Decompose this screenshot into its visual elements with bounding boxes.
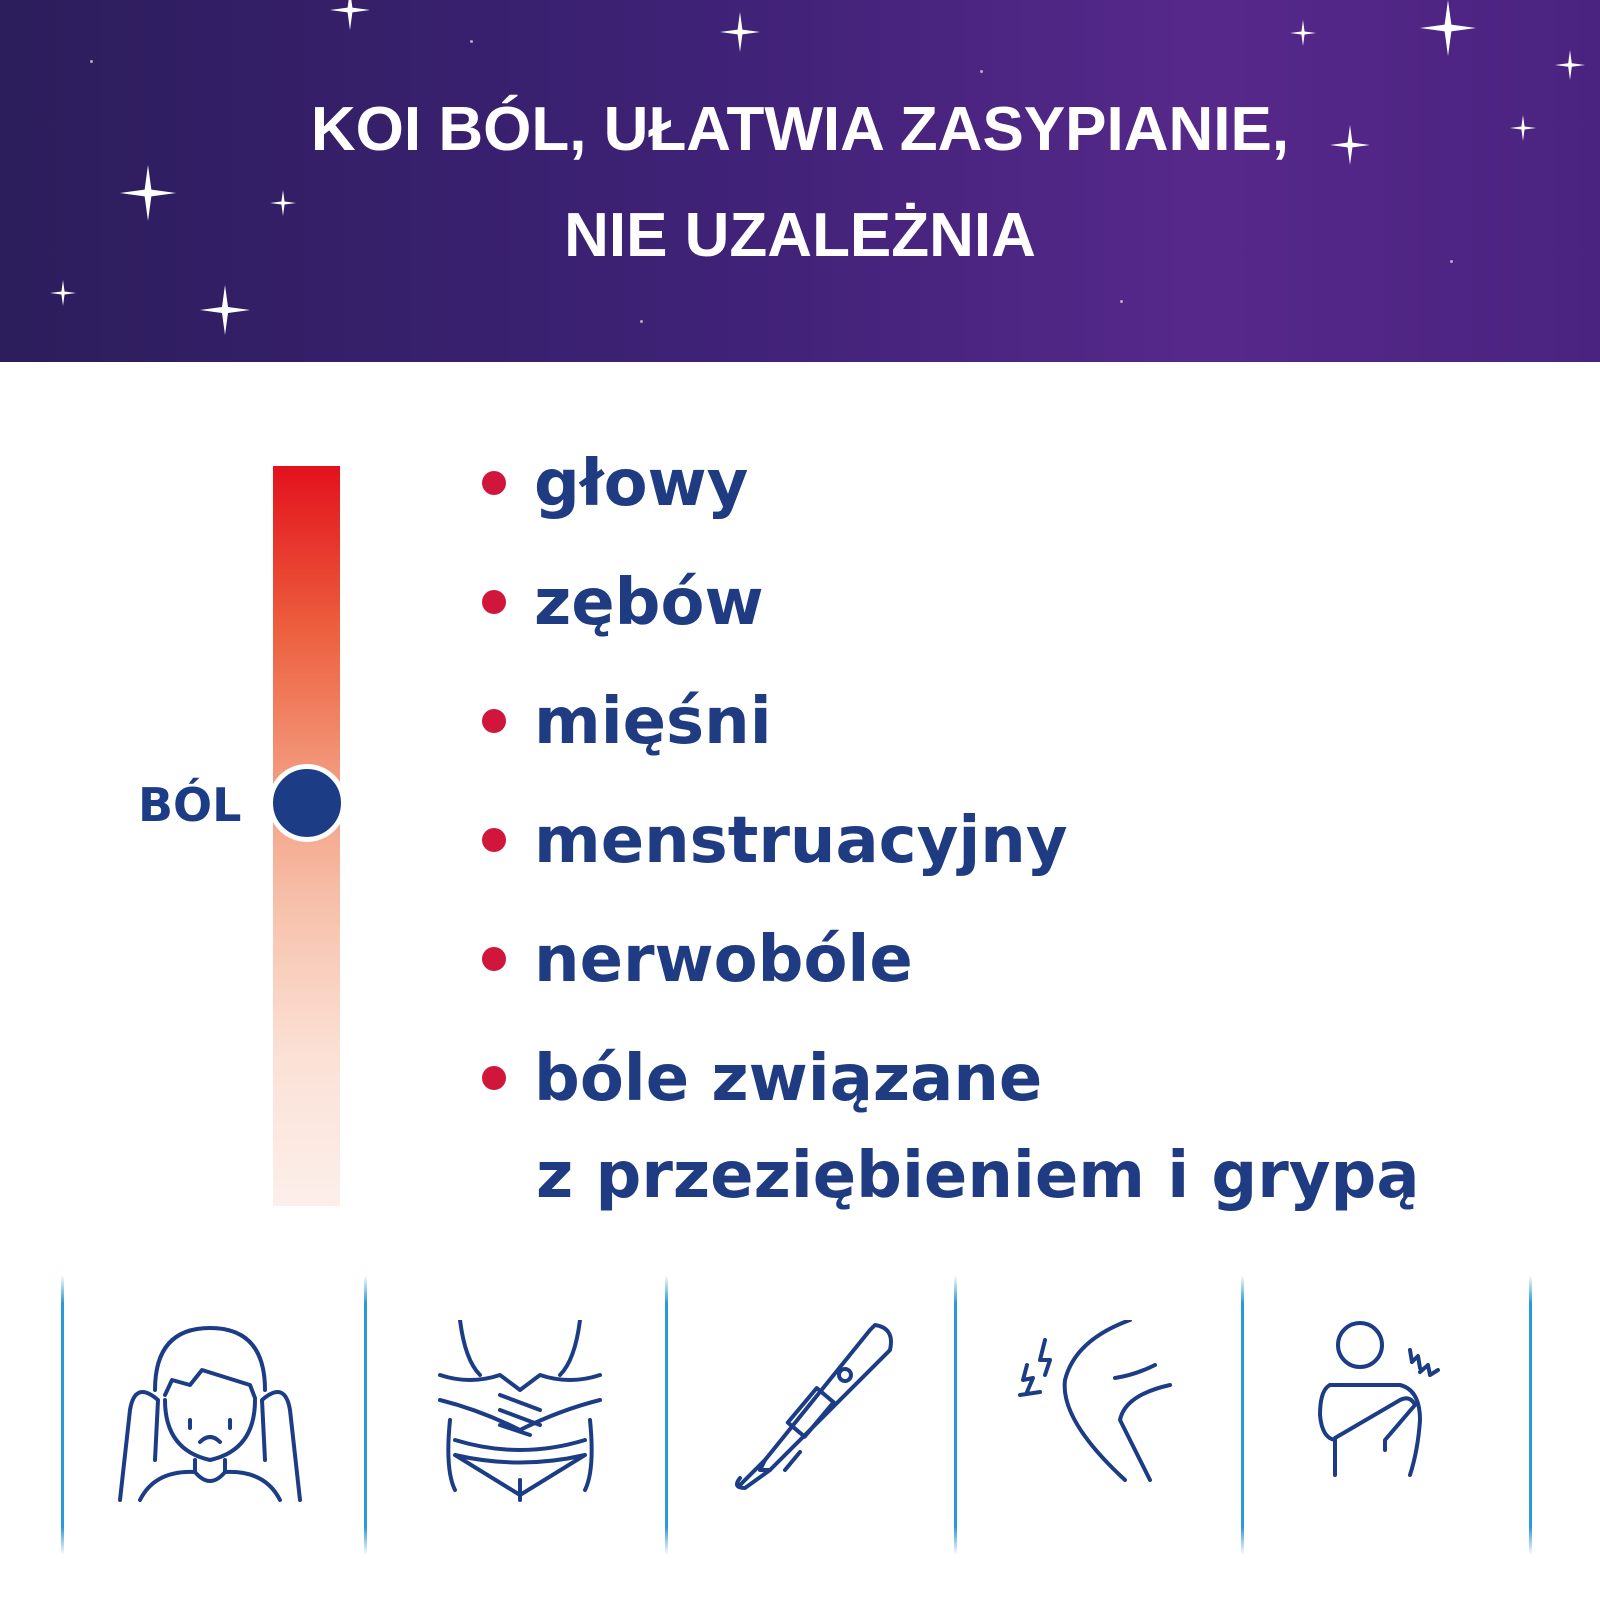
list-item: menstruacyjny: [482, 804, 1068, 879]
list-item-text: menstruacyjny: [534, 804, 1068, 878]
list-item: mięśni: [482, 685, 772, 760]
list-item-text: głowy: [534, 447, 749, 521]
bullet-icon: [482, 1066, 506, 1091]
bullet-icon: [482, 828, 506, 853]
banner-title-line-2: NIE UZALEŻNIA: [564, 201, 1036, 270]
separator: [364, 1275, 367, 1555]
star-icon: [200, 285, 250, 335]
star-icon: [1290, 20, 1316, 46]
star-icon: [1420, 0, 1476, 56]
list-item: nerwobóle: [482, 923, 913, 998]
thermometer-icon: [730, 1320, 900, 1494]
bullet-icon: [482, 471, 506, 496]
list-item-continuation: z przeziębieniem i grypą: [536, 1139, 1420, 1213]
pain-scale-label: BÓL: [138, 778, 242, 832]
list-item: bóle związane: [482, 1042, 1043, 1117]
separator: [1529, 1275, 1532, 1555]
list-item-text: bóle związane: [534, 1042, 1043, 1116]
headache-icon: [110, 1320, 310, 1514]
banner-title-line-1: KOI BÓL, UŁATWIA ZASYPIANIE,: [310, 95, 1290, 164]
header-banner: KOI BÓL, UŁATWIA ZASYPIANIE, NIE UZALEŻN…: [0, 0, 1600, 362]
bullet-icon: [482, 709, 506, 734]
bullet-icon: [482, 590, 506, 615]
pain-scale-indicator: [268, 764, 346, 842]
star-icon: [720, 12, 760, 52]
list-item-text: zębów: [534, 566, 764, 640]
list-item: głowy: [482, 447, 749, 522]
list-item: zębów: [482, 566, 764, 641]
star-icon: [50, 280, 76, 306]
separator: [1241, 1275, 1244, 1555]
separator: [954, 1275, 957, 1555]
knee-pain-icon: [1015, 1318, 1185, 1494]
bullet-icon: [482, 947, 506, 972]
separator: [61, 1275, 64, 1555]
separator: [665, 1275, 668, 1555]
star-icon: [1555, 50, 1585, 80]
shoulder-pain-icon: [1310, 1320, 1460, 1494]
stomach-pain-icon: [430, 1318, 610, 1514]
list-item-text: mięśni: [534, 685, 772, 759]
list-item-text: nerwobóle: [534, 923, 913, 997]
star-icon: [330, 0, 370, 30]
